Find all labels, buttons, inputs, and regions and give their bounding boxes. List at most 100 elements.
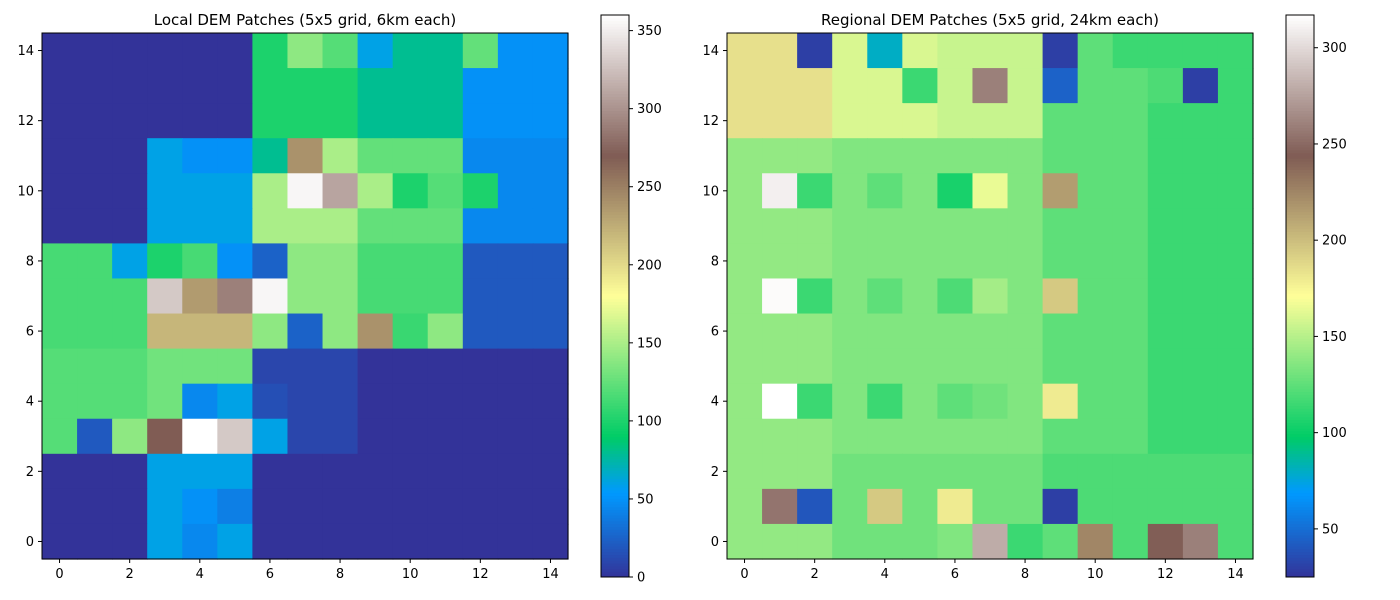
colorbar-gradient-step (1286, 324, 1314, 328)
heatmap-cell (867, 243, 903, 280)
colorbar-gradient-step (601, 419, 629, 423)
heatmap-cell (1112, 243, 1149, 280)
colorbar-gradient-step (601, 214, 629, 218)
heatmap-cell (217, 173, 253, 209)
colorbar-gradient-step (1286, 332, 1314, 336)
colorbar-gradient-step (1286, 59, 1314, 64)
colorbar-gradient-step (1286, 37, 1314, 41)
heatmap-cell (497, 208, 534, 244)
colorbar-gradient-step (1286, 116, 1314, 120)
colorbar-gradient-step (601, 498, 629, 502)
heatmap-cell (427, 313, 464, 350)
colorbar-gradient-step (1286, 456, 1314, 460)
colorbar-gradient-step (601, 287, 629, 291)
colorbar-gradient-step (1286, 161, 1314, 165)
heatmap-cell (797, 313, 833, 350)
x-tick-label: 2 (126, 567, 134, 582)
colorbar-gradient-step (601, 135, 629, 140)
heatmap-cell (1077, 523, 1114, 560)
heatmap-cell (1112, 383, 1149, 420)
colorbar-gradient-step (601, 326, 629, 331)
colorbar-gradient-step (601, 461, 629, 466)
heatmap-cell (77, 173, 113, 209)
colorbar-gradient-step (1286, 245, 1314, 249)
colorbar-gradient-step (601, 15, 629, 19)
colorbar-gradient-step (601, 321, 629, 325)
colorbar-gradient-step (1286, 298, 1314, 303)
colorbar-gradient-step (1286, 127, 1314, 131)
colorbar-gradient-step (601, 458, 629, 463)
colorbar-gradient-step (601, 147, 629, 151)
colorbar-gradient-step (601, 467, 629, 471)
colorbar-gradient-step (601, 133, 629, 137)
heatmap-cell (147, 208, 183, 244)
x-tick-label: 8 (1021, 567, 1029, 582)
heatmap-cell (902, 208, 938, 244)
heatmap-cell (1112, 173, 1149, 209)
heatmap-cell (1042, 278, 1079, 315)
colorbar-gradient-step (601, 470, 629, 474)
x-tick-label: 6 (266, 567, 274, 582)
heatmap-cell (322, 523, 359, 560)
heatmap-cell (1217, 68, 1254, 104)
heatmap-cell (112, 348, 148, 385)
heatmap-cell (832, 208, 868, 244)
y-tick-label: 12 (17, 114, 34, 129)
colorbar-gradient-step (601, 574, 629, 578)
heatmap-cell (427, 33, 464, 69)
local-dem-title: Local DEM Patches (5x5 grid, 6km each) (154, 11, 457, 29)
x-tick-label: 14 (1227, 567, 1244, 582)
colorbar-frame (1285, 14, 1315, 578)
heatmap-cell (832, 173, 868, 209)
heatmap-cell (112, 33, 148, 69)
heatmap-cell (1217, 138, 1254, 174)
colorbar-gradient-step (601, 366, 629, 370)
heatmap-cell (112, 138, 148, 174)
colorbar-gradient-step (1286, 369, 1314, 373)
heatmap-cell (937, 68, 974, 104)
heatmap-cell (532, 383, 569, 420)
colorbar-gradient-step (601, 473, 629, 477)
colorbar-gradient-step (601, 425, 629, 429)
heatmap-cell (797, 383, 833, 420)
heatmap-cell (727, 68, 763, 104)
y-tick-label: 10 (17, 184, 34, 199)
colorbar-gradient-step (1286, 335, 1314, 339)
colorbar-gradient-step (1286, 464, 1314, 468)
local-dem-axes-frame (41, 32, 569, 560)
heatmap-cell (147, 383, 183, 420)
colorbar-gradient-step (601, 307, 629, 311)
colorbar-gradient-step (601, 116, 629, 120)
heatmap-cell (867, 138, 903, 174)
heatmap-cell (462, 103, 499, 139)
colorbar-gradient-step (601, 509, 629, 513)
heatmap-cell (1077, 313, 1114, 350)
colorbar-gradient-step (1286, 118, 1314, 123)
heatmap-cell (427, 523, 464, 560)
colorbar-gradient-step (1286, 40, 1314, 44)
colorbar-gradient-step (1286, 562, 1314, 567)
heatmap-cell (1182, 103, 1219, 139)
colorbar-gradient-step (1286, 220, 1314, 224)
heatmap-cell (532, 313, 569, 350)
heatmap-cell (112, 488, 148, 525)
heatmap-cell (762, 278, 798, 315)
colorbar-gradient-step (1286, 492, 1314, 497)
heatmap-cell (462, 68, 499, 104)
heatmap-cell (1042, 68, 1079, 104)
colorbar-gradient-step (601, 76, 629, 81)
heatmap-cell (1007, 523, 1044, 560)
heatmap-cell (867, 33, 903, 69)
colorbar-gradient-step (1286, 399, 1314, 404)
heatmap-cell (1217, 383, 1254, 420)
colorbar-gradient-step (601, 62, 629, 67)
colorbar-gradient-step (1286, 287, 1314, 291)
heatmap-cell (727, 173, 763, 209)
colorbar-gradient-step (601, 104, 629, 109)
colorbar-gradient-step (601, 464, 629, 468)
colorbar-gradient-step (601, 225, 629, 230)
colorbar-gradient-step (601, 363, 629, 367)
heatmap-cell (462, 208, 499, 244)
heatmap-cell (532, 348, 569, 385)
heatmap-cell (287, 243, 324, 280)
